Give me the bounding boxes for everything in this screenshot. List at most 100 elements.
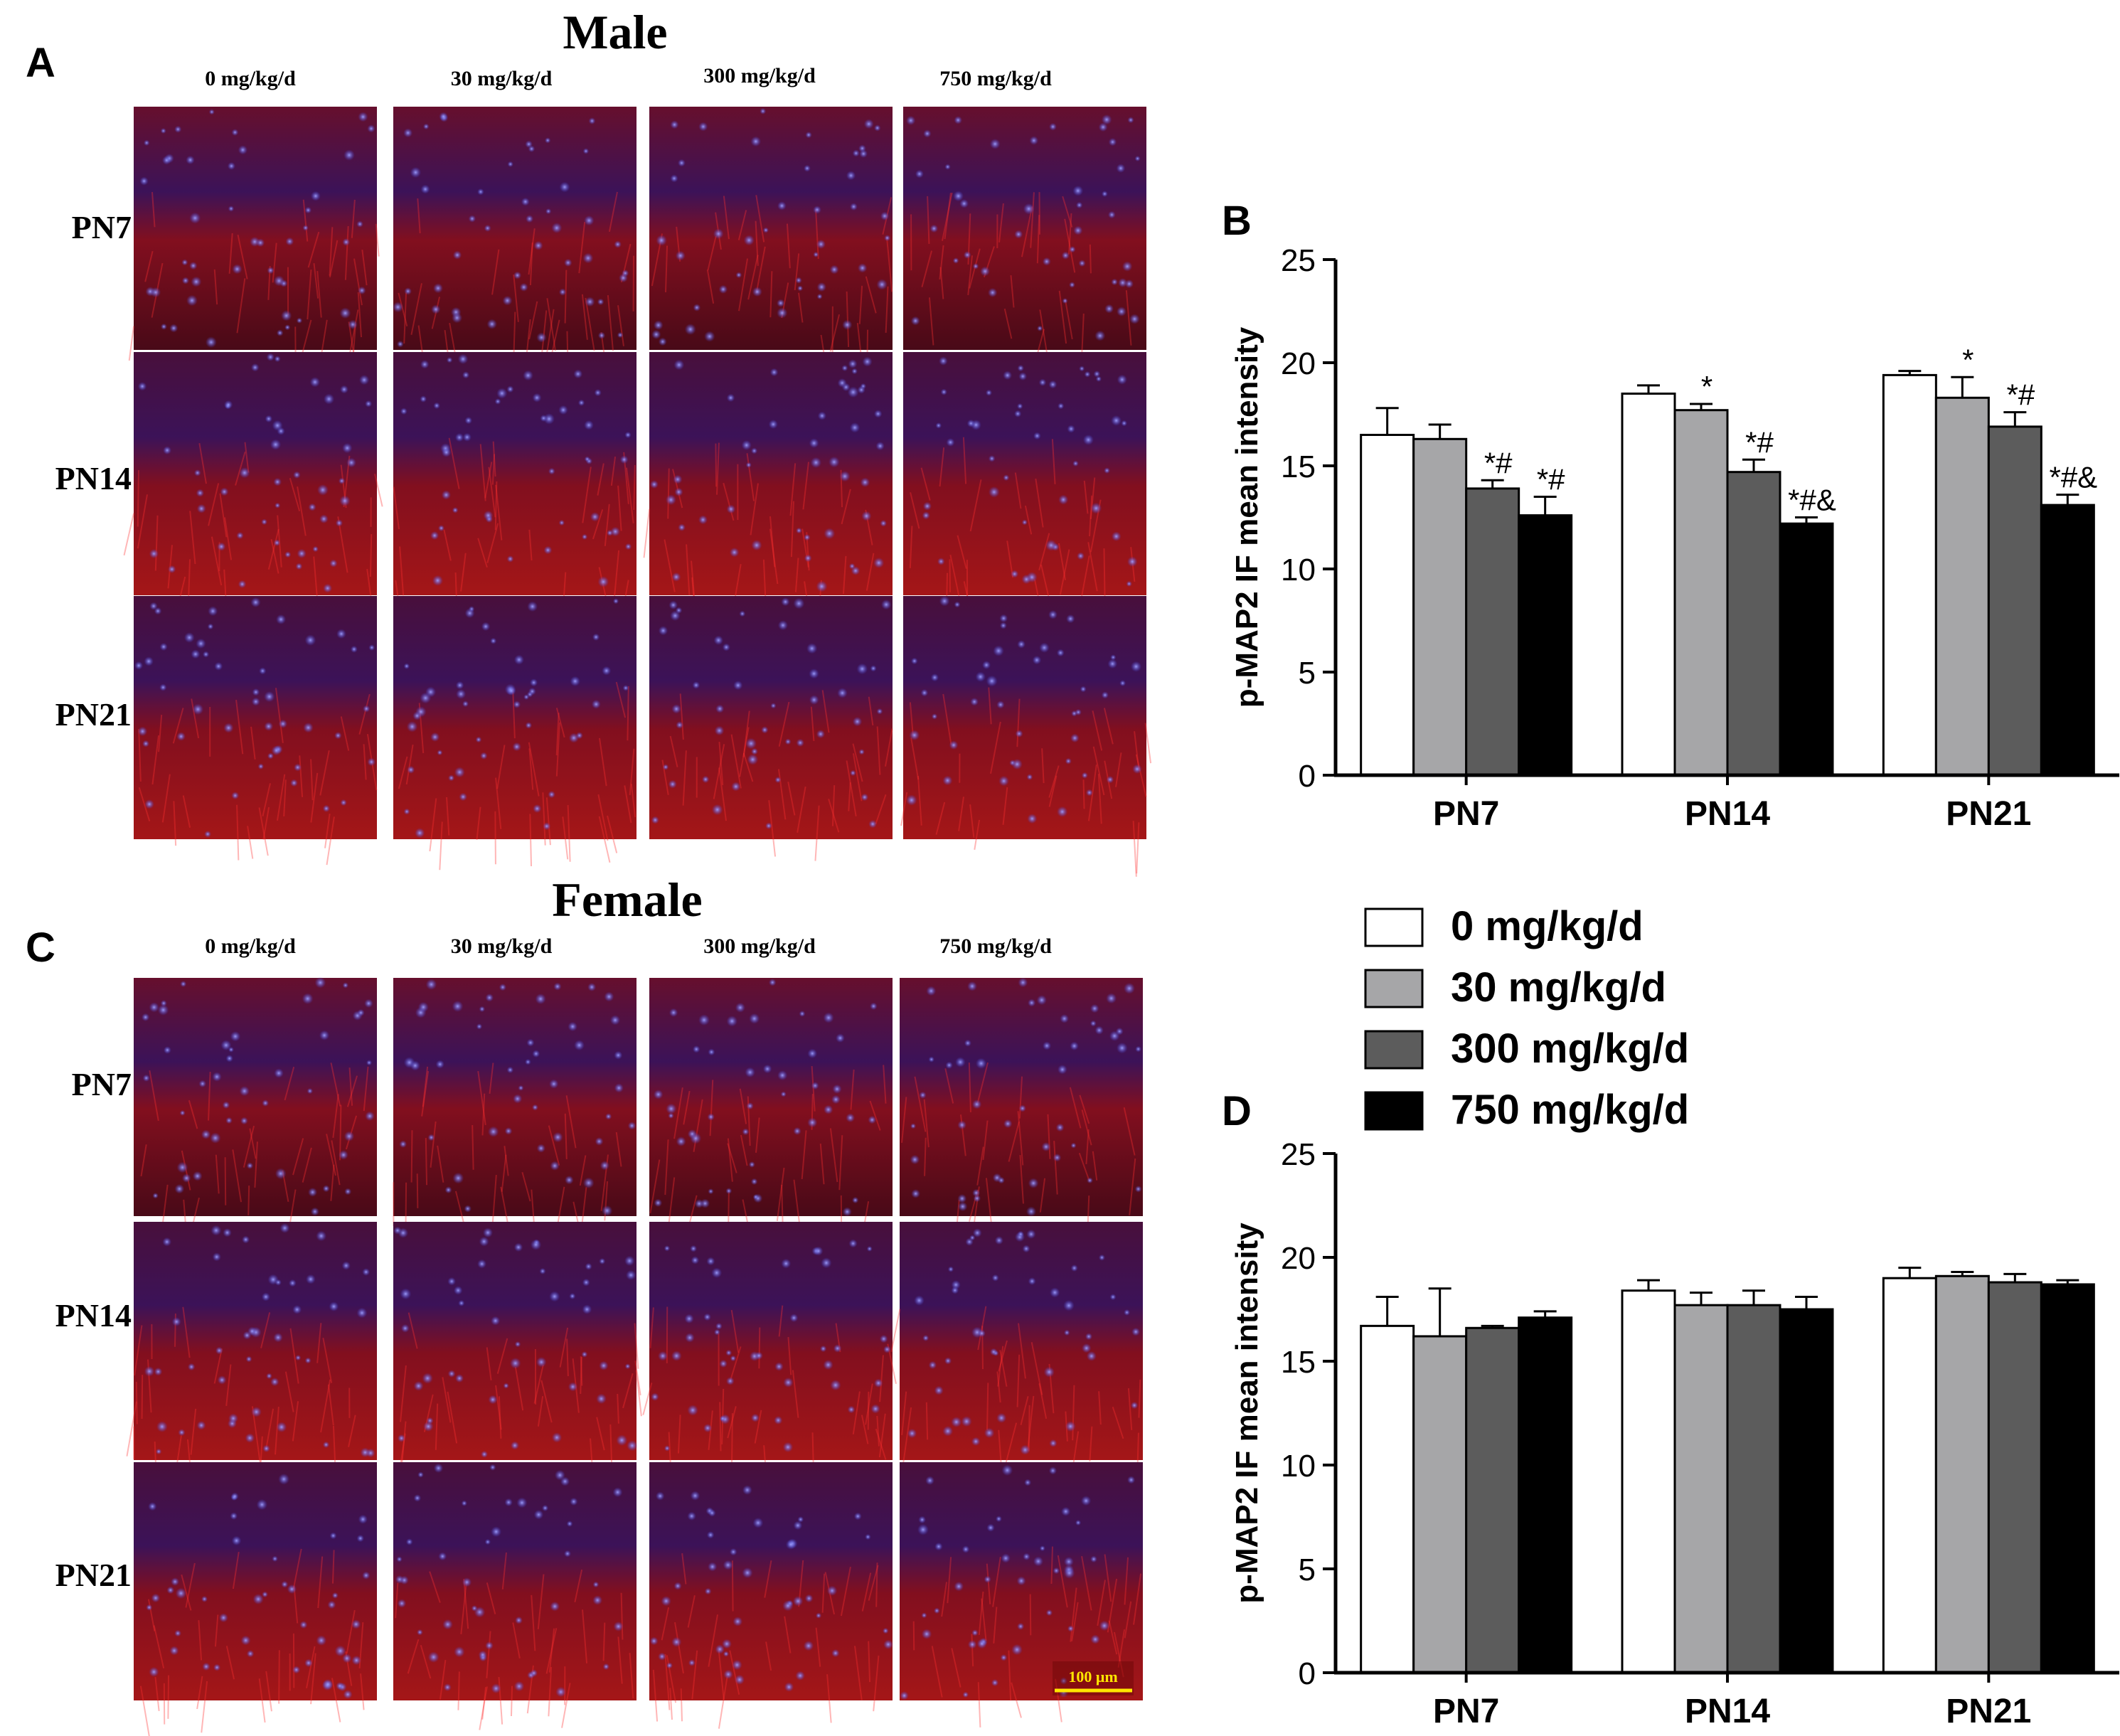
- male-row-label-0: PN7: [72, 209, 132, 245]
- panel-letter-d: D: [1222, 1088, 1252, 1134]
- female-micrograph-r2-c3: [900, 1462, 1143, 1727]
- chart-b-bar-PN7-0: [1360, 434, 1415, 777]
- chart-d-bar-PN7-3: [1518, 1316, 1573, 1674]
- chart-d-ytick-label-5: 25: [1281, 1137, 1316, 1172]
- chart-d-bar-PN7-2: [1465, 1326, 1520, 1674]
- chart-b-annotation-PN14-1: *: [1701, 370, 1712, 403]
- chart-b-bar-PN14-3: [1779, 522, 1834, 777]
- chart-b-xtick-label-1: PN14: [1685, 795, 1770, 833]
- male-micrograph-r0-c2: [649, 107, 893, 383]
- chart-b-bar-PN7-2: [1465, 487, 1520, 777]
- legend-swatch-3: [1364, 1091, 1424, 1131]
- chart-b-annotation-PN7-3: *#: [1537, 463, 1565, 496]
- male-micrograph-r1-c2: [643, 352, 893, 632]
- chart-b-bar-PN7-3: [1518, 514, 1573, 777]
- chart-b-bar-PN21-2: [1987, 425, 2042, 777]
- female-micrograph-r2-c1: [393, 1462, 636, 1730]
- chart-b-ytick-label-3: 15: [1281, 449, 1316, 484]
- panel-letter-b: B: [1222, 198, 1252, 244]
- legend-label-1: 30 mg/kg/d: [1451, 964, 1666, 1011]
- male-micrograph-r2-c2: [649, 596, 893, 861]
- legend-swatch-2: [1364, 1030, 1424, 1070]
- chart-d-bar-PN21-3: [2040, 1283, 2095, 1674]
- male-micrograph-r0-c1: [393, 107, 636, 380]
- chart-b-annotation-PN7-2: *#: [1484, 446, 1513, 479]
- micrograph-panel-male: Male 0 mg/kg/d 30 mg/kg/d 300 mg/kg/d 75…: [55, 5, 1152, 877]
- chart-d-bar-PN14-1: [1673, 1304, 1729, 1674]
- chart-b-bar-PN14-2: [1726, 471, 1781, 777]
- chart-b-xtick-label-0: PN7: [1433, 795, 1499, 833]
- panel-letter-a: A: [26, 40, 55, 86]
- male-col-label-3: 750 mg/kg/d: [939, 67, 1052, 90]
- male-micrograph-r0-c0: [128, 107, 380, 376]
- chart-b-ytick-label-5: 25: [1281, 243, 1316, 278]
- chart-d-bar-PN21-0: [1882, 1277, 1937, 1674]
- chart-d-xtick-label-2: PN21: [1946, 1693, 2031, 1730]
- female-micrograph-grid: [126, 976, 1143, 1736]
- chart-b-ytick-label-4: 20: [1281, 346, 1316, 381]
- chart-b-bar-PN21-1: [1934, 396, 1990, 777]
- chart-b-annotation-PN14-2: *#: [1745, 425, 1774, 459]
- male-row-label-2: PN21: [55, 696, 132, 733]
- female-micrograph-r0-c0: [134, 976, 377, 1242]
- chart-b-bar-PN14-1: [1673, 409, 1729, 777]
- chart-b-ytick-label-0: 0: [1299, 759, 1316, 794]
- chart-b-xtick-label-2: PN21: [1946, 795, 2031, 833]
- female-micrograph-r1-c3: [890, 1222, 1143, 1488]
- male-micrograph-r0-c3: [903, 107, 1146, 368]
- chart-b-bar-PN21-0: [1882, 373, 1937, 777]
- male-col-label-1: 30 mg/kg/d: [451, 67, 553, 90]
- chart-b-annotation-PN21-3: *#&: [2049, 461, 2097, 494]
- chart-b-annotation-PN21-1: *: [1962, 343, 1973, 376]
- chart-d-bar-PN14-0: [1621, 1289, 1676, 1674]
- chart-d-ytick-label-1: 5: [1299, 1553, 1316, 1587]
- female-title: Female: [552, 873, 702, 927]
- female-row-label-2: PN21: [55, 1557, 132, 1593]
- female-micrograph-r1-c2: [642, 1222, 897, 1484]
- male-micrograph-r2-c1: [393, 596, 636, 870]
- chart-d-bar-PN21-2: [1987, 1281, 2042, 1674]
- male-title: Male: [563, 5, 667, 59]
- chart-d-ytick-label-4: 20: [1281, 1241, 1316, 1276]
- chart-b-ytick-label-1: 5: [1299, 656, 1316, 691]
- bar-chart-male: *# *# PN7 * *# *#& PN14 * *# *#& PN21 0 5 10 15 20 25 p-M…: [1230, 243, 2119, 833]
- chart-d-bar-PN7-0: [1360, 1324, 1415, 1674]
- male-micrograph-grid: [123, 107, 1152, 877]
- female-col-label-1: 30 mg/kg/d: [451, 934, 553, 958]
- chart-d-ytick-label-2: 10: [1281, 1449, 1316, 1484]
- legend-label-0: 0 mg/kg/d: [1451, 903, 1644, 949]
- chart-d-ytick-label-3: 15: [1281, 1345, 1316, 1380]
- legend-swatch-0: [1364, 907, 1424, 947]
- chart-b-ylabel: p-MAP2 IF mean intensity: [1230, 326, 1264, 708]
- chart-d-bar-PN14-3: [1779, 1308, 1834, 1674]
- legend-label-2: 300 mg/kg/d: [1451, 1026, 1689, 1072]
- micrograph-panel-female: Female 0 mg/kg/d 30 mg/kg/d 300 mg/kg/d …: [55, 873, 1143, 1736]
- chart-d-ylabel: p-MAP2 IF mean intensity: [1230, 1223, 1264, 1604]
- chart-d-bar-PN21-1: [1934, 1274, 1990, 1674]
- chart-b-bar-PN21-3: [2040, 504, 2095, 777]
- chart-b-bar-PN14-0: [1621, 393, 1676, 777]
- female-row-label-0: PN7: [72, 1066, 132, 1102]
- chart-d-bar-PN7-1: [1412, 1335, 1468, 1674]
- female-micrograph-r2-c0: [134, 1462, 377, 1736]
- chart-b-annotation-PN14-3: *#&: [1788, 484, 1836, 517]
- male-micrograph-r2-c0: [134, 596, 378, 866]
- female-micrograph-r1-c0: [126, 1222, 377, 1497]
- scale-bar-label: 100 μm: [1068, 1668, 1117, 1686]
- female-micrograph-r0-c2: [649, 978, 893, 1251]
- female-col-label-2: 300 mg/kg/d: [703, 934, 816, 958]
- female-micrograph-r0-c3: [900, 977, 1143, 1241]
- chart-d-xtick-label-0: PN7: [1433, 1693, 1499, 1730]
- female-micrograph-r2-c2: [649, 1462, 893, 1729]
- chart-d-xtick-label-1: PN14: [1685, 1693, 1770, 1730]
- chart-b-bar-PN7-1: [1412, 437, 1468, 777]
- female-row-label-1: PN14: [55, 1297, 132, 1333]
- male-micrograph-r1-c1: [393, 352, 636, 634]
- chart-d-bar-PN14-2: [1726, 1304, 1781, 1674]
- panel-letter-c: C: [26, 925, 55, 971]
- male-col-label-0: 0 mg/kg/d: [205, 67, 296, 90]
- male-micrograph-r2-c3: [900, 595, 1152, 877]
- chart-d-ytick-label-0: 0: [1299, 1656, 1316, 1691]
- legend-label-3: 750 mg/kg/d: [1451, 1087, 1689, 1133]
